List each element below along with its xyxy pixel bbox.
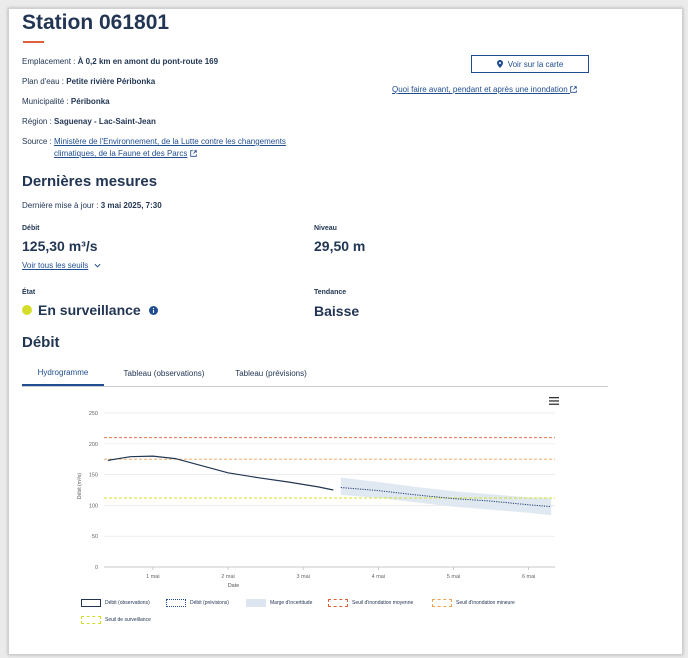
map-button[interactable]: Voir sur la carte — [471, 55, 589, 73]
hamburger-icon — [549, 397, 559, 405]
debit-value: 125,30 m³/s — [22, 238, 98, 254]
legend-label: Débit (prévisions) — [190, 600, 229, 606]
legend-seuil-moyenne[interactable]: Seuil d'inondation moyenne — [328, 599, 413, 607]
external-link-icon — [570, 86, 577, 93]
title-underline — [23, 41, 44, 43]
municipalite-row: Municipalité : Péribonka — [22, 97, 110, 106]
y-tick-label: 100 — [89, 503, 98, 509]
legend-seuil-surveillance[interactable]: Seuil de surveillance — [81, 616, 151, 624]
region-row: Région : Saguenay - Lac-Saint-Jean — [22, 117, 156, 126]
chart-tabs: Hydrogramme Tableau (observations) Table… — [22, 360, 608, 387]
source-link[interactable]: Ministère de l'Environnement, de la Lutt… — [54, 137, 286, 146]
municipalite-value: Péribonka — [70, 97, 110, 106]
x-axis-title: Date — [228, 583, 240, 589]
debit-label: Débit — [22, 225, 40, 232]
source-row-2: climatiques, de la Faune et des Parcs — [54, 149, 197, 158]
thresholds-link: Voir tous les seuils — [22, 261, 89, 270]
y-tick-label: 50 — [92, 534, 98, 540]
series-observations-line — [107, 455, 334, 491]
region-label: Région : — [22, 117, 52, 126]
flood-link-label: Quoi faire avant, pendant et après une i… — [392, 85, 568, 94]
x-tick-label: 4 mai — [372, 574, 385, 580]
y-tick-label: 200 — [89, 442, 98, 448]
tab-hydrogramme[interactable]: Hydrogramme — [22, 360, 104, 386]
legend-uncertainty[interactable]: Marge d'incertitude — [246, 599, 312, 607]
series-previsions-line — [340, 487, 552, 508]
legend-label: Débit (observations) — [105, 600, 150, 606]
source-row: Source : Ministère de l'Environnement, d… — [22, 137, 286, 146]
flood-info-link[interactable]: Quoi faire avant, pendant et après une i… — [392, 85, 577, 94]
tab-observations[interactable]: Tableau (observations) — [123, 368, 205, 378]
legend-swatch — [246, 599, 266, 607]
legend-swatch — [166, 599, 186, 607]
status-dot — [22, 305, 32, 315]
legend-swatch — [432, 599, 452, 607]
thresholds-toggle[interactable]: Voir tous les seuils — [22, 261, 101, 270]
update-row: Dernière mise à jour : 3 mai 2025, 7:30 — [22, 201, 162, 210]
legend-label: Seuil d'inondation mineure — [456, 600, 515, 606]
tendance-label: Tendance — [314, 289, 347, 296]
niveau-label: Niveau — [314, 225, 337, 232]
page-title: Station 061801 — [22, 11, 170, 34]
hydrogram-chart: 0 50 100 150 200 250 1 mai 2 mai 3 mai 4 mai 5 mai… — [77, 411, 555, 589]
y-axis-title: Débit (m³/s) — [77, 473, 83, 499]
uncertainty-band — [340, 477, 552, 516]
legend-swatch — [328, 599, 348, 607]
x-tick-label: 2 mai — [221, 574, 234, 580]
source-label: Source : — [22, 137, 52, 146]
region-value: Saguenay - Lac-Saint-Jean — [54, 117, 156, 126]
plan-value: Petite rivière Péribonka — [66, 77, 156, 86]
legend-previsions[interactable]: Débit (prévisions) — [166, 599, 229, 607]
map-pin-icon — [496, 60, 503, 68]
chevron-down-icon — [94, 263, 100, 268]
update-label: Dernière mise à jour : — [22, 201, 99, 210]
etat-label: État — [22, 289, 36, 296]
map-button-label: Voir sur la carte — [507, 59, 564, 69]
external-link-icon — [189, 150, 197, 157]
chart-menu-button[interactable] — [549, 392, 559, 410]
debit-section-heading: Débit — [22, 334, 60, 351]
y-tick-label: 0 — [95, 565, 98, 571]
info-icon[interactable] — [148, 305, 158, 315]
legend-swatch — [81, 599, 101, 607]
x-tick-label: 5 mai — [447, 574, 460, 580]
legend-seuil-mineure[interactable]: Seuil d'inondation mineure — [432, 599, 515, 607]
update-value: 3 mai 2025, 7:30 — [100, 201, 162, 210]
plan-label: Plan d'eau : — [22, 77, 65, 86]
x-tick-label: 6 mai — [522, 574, 535, 580]
etat-value: En surveillance — [38, 302, 141, 318]
tendance-value: Baisse — [314, 303, 360, 319]
etat-row: En surveillance — [22, 302, 158, 318]
legend-label: Seuil de surveillance — [105, 617, 151, 623]
legend-label: Marge d'incertitude — [270, 600, 313, 606]
emplacement-label: Emplacement : — [22, 57, 76, 66]
y-tick-label: 250 — [89, 411, 98, 417]
emplacement-row: Emplacement : À 0,2 km en amont du pont-… — [22, 57, 218, 66]
legend-label: Seuil d'inondation moyenne — [352, 600, 414, 606]
x-tick-label: 1 mai — [146, 574, 159, 580]
tab-previsions[interactable]: Tableau (prévisions) — [235, 368, 307, 378]
x-tick-label: 3 mai — [296, 574, 309, 580]
station-card: Station 061801 Emplacement : À 0,2 km en… — [8, 8, 683, 655]
legend-observations[interactable]: Débit (observations) — [81, 599, 150, 607]
plan-row: Plan d'eau : Petite rivière Péribonka — [22, 77, 155, 86]
legend-swatch — [81, 616, 101, 624]
municipalite-label: Municipalité : — [22, 97, 69, 106]
niveau-value: 29,50 m — [314, 238, 366, 254]
source-link-line2[interactable]: climatiques, de la Faune et des Parcs — [54, 149, 188, 158]
latest-measures-heading: Dernières mesures — [22, 173, 158, 190]
y-tick-label: 150 — [89, 473, 98, 479]
emplacement-value: À 0,2 km en amont du pont-route 169 — [77, 57, 219, 66]
